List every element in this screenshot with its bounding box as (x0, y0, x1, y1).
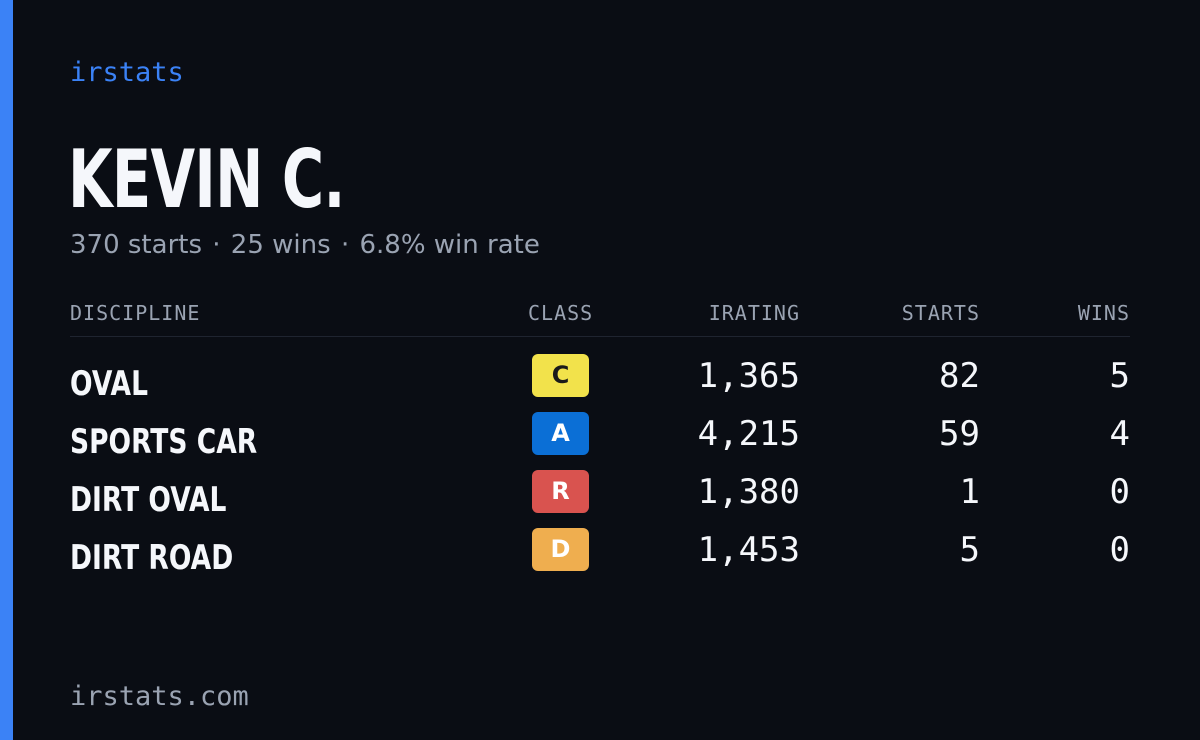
driver-summary: 370 starts · 25 wins · 6.8% win rate (70, 228, 540, 262)
brand-logo-text: irstats (70, 57, 184, 88)
discipline-name: DIRT ROAD (70, 538, 234, 578)
table-row: OVAL C 1,365 82 5 (70, 354, 1130, 412)
class-badge: R (532, 470, 589, 513)
class-badge: A (532, 412, 589, 455)
header-irating: IRATING (708, 301, 800, 325)
irating-value: 1,365 (697, 356, 800, 396)
starts-value: 5 (959, 530, 980, 570)
table-row: DIRT ROAD D 1,453 5 0 (70, 528, 1130, 586)
table-row: DIRT OVAL R 1,380 1 0 (70, 470, 1130, 528)
driver-name: KEVIN C. (68, 133, 345, 226)
table-row: SPORTS CAR A 4,215 59 4 (70, 412, 1130, 470)
class-badge: C (532, 354, 589, 397)
wins-value: 5 (1109, 356, 1130, 396)
summary-win-rate: 6.8% win rate (359, 230, 540, 260)
header-discipline: DISCIPLINE (70, 301, 201, 325)
irating-value: 1,453 (697, 530, 800, 570)
discipline-name: SPORTS CAR (70, 422, 258, 462)
discipline-name: OVAL (70, 364, 148, 404)
starts-value: 82 (939, 356, 980, 396)
summary-starts: 370 starts (70, 230, 202, 260)
irating-value: 1,380 (697, 472, 800, 512)
summary-separator: · (212, 230, 221, 260)
summary-wins: 25 wins (230, 230, 331, 260)
starts-value: 59 (939, 414, 980, 454)
wins-value: 0 (1109, 472, 1130, 512)
header-divider (70, 336, 1130, 337)
discipline-name: DIRT OVAL (70, 480, 227, 520)
footer-domain: irstats.com (70, 681, 249, 712)
header-wins: WINS (1077, 301, 1130, 325)
irating-value: 4,215 (697, 414, 800, 454)
wins-value: 4 (1109, 414, 1130, 454)
header-starts: STARTS (901, 301, 980, 325)
accent-bar (0, 0, 13, 740)
summary-separator: · (340, 230, 350, 260)
class-badge: D (532, 528, 589, 571)
header-class: CLASS (528, 301, 594, 325)
starts-value: 1 (959, 472, 980, 512)
wins-value: 0 (1109, 530, 1130, 570)
